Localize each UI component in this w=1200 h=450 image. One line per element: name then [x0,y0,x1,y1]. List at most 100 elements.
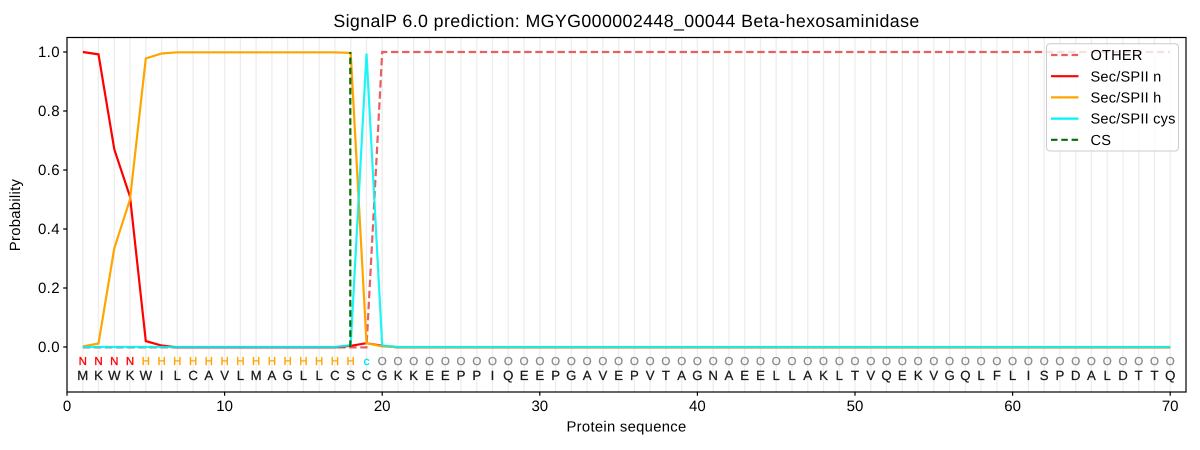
svg-text:N: N [110,356,118,368]
svg-text:O: O [898,356,907,368]
svg-text:O: O [945,356,954,368]
svg-text:H: H [189,356,197,368]
svg-text:P: P [551,368,560,383]
svg-text:S: S [1040,368,1049,383]
svg-text:E: E [535,368,544,383]
svg-text:O: O [756,356,765,368]
svg-text:L: L [977,368,984,383]
svg-text:O: O [535,356,544,368]
svg-text:0.0: 0.0 [38,339,60,356]
svg-text:V: V [220,368,229,383]
svg-text:O: O [1134,356,1143,368]
svg-text:I: I [491,368,495,383]
svg-text:c: c [364,356,370,368]
svg-text:O: O [992,356,1001,368]
svg-text:H: H [236,356,244,368]
svg-text:O: O [1087,356,1096,368]
svg-text:O: O [851,356,860,368]
svg-text:O: O [882,356,891,368]
svg-text:O: O [819,356,828,368]
svg-text:Q: Q [1165,368,1175,383]
svg-text:A: A [204,368,213,383]
svg-text:K: K [914,368,923,383]
svg-text:G: G [944,368,954,383]
svg-text:K: K [394,368,403,383]
svg-text:H: H [173,356,181,368]
svg-text:L: L [300,368,307,383]
svg-text:Q: Q [881,368,891,383]
svg-text:H: H [268,356,276,368]
svg-text:O: O [961,356,970,368]
svg-text:E: E [425,368,434,383]
svg-text:E: E [441,368,450,383]
svg-text:G: G [282,368,292,383]
svg-text:O: O [803,356,812,368]
svg-text:O: O [583,356,592,368]
svg-text:G: G [692,368,702,383]
svg-text:O: O [772,356,781,368]
svg-text:K: K [819,368,828,383]
svg-text:H: H [347,356,355,368]
svg-text:Probability: Probability [8,179,24,252]
svg-text:K: K [409,368,418,383]
svg-text:Protein sequence: Protein sequence [567,420,687,436]
svg-text:L: L [1104,368,1111,383]
svg-text:C: C [330,368,340,383]
svg-text:E: E [614,368,623,383]
svg-text:30: 30 [531,398,548,415]
svg-text:A: A [268,368,277,383]
svg-text:H: H [299,356,307,368]
svg-text:O: O [409,356,418,368]
svg-text:S: S [346,368,355,383]
svg-text:G: G [566,368,576,383]
svg-text:E: E [756,368,765,383]
svg-text:70: 70 [1162,398,1179,415]
svg-text:O: O [866,356,875,368]
svg-text:A: A [583,368,592,383]
svg-text:50: 50 [847,398,864,415]
svg-text:O: O [677,356,686,368]
svg-text:E: E [898,368,907,383]
svg-text:H: H [283,356,291,368]
svg-text:W: W [108,368,121,383]
svg-text:Q: Q [503,368,513,383]
svg-text:O: O [1150,356,1159,368]
svg-text:O: O [1024,356,1033,368]
svg-text:O: O [472,356,481,368]
svg-text:H: H [315,356,323,368]
svg-text:0.4: 0.4 [38,221,60,238]
svg-text:O: O [1055,356,1064,368]
svg-text:N: N [94,356,102,368]
svg-text:I: I [1027,368,1031,383]
svg-text:F: F [993,368,1001,383]
svg-text:M: M [77,368,88,383]
svg-text:W: W [140,368,153,383]
svg-text:V: V [929,368,938,383]
svg-text:O: O [835,356,844,368]
svg-text:1.0: 1.0 [38,44,60,61]
svg-text:H: H [220,356,228,368]
svg-text:N: N [708,368,718,383]
svg-text:Sec/SPII h: Sec/SPII h [1091,91,1162,107]
svg-text:O: O [441,356,450,368]
svg-text:A: A [725,368,734,383]
svg-text:O: O [630,356,639,368]
svg-text:T: T [1135,368,1143,383]
svg-text:60: 60 [1004,398,1021,415]
svg-text:N: N [126,356,134,368]
svg-text:C: C [362,368,372,383]
svg-text:H: H [142,356,150,368]
svg-text:K: K [126,368,135,383]
svg-text:O: O [488,356,497,368]
svg-text:A: A [803,368,812,383]
svg-text:O: O [1166,356,1175,368]
svg-text:O: O [740,356,749,368]
svg-text:P: P [630,368,639,383]
svg-text:O: O [709,356,718,368]
svg-text:0.2: 0.2 [38,280,60,297]
svg-text:O: O [646,356,655,368]
svg-text:O: O [598,356,607,368]
svg-text:SignalP 6.0 prediction: MGYG00: SignalP 6.0 prediction: MGYG000002448_00… [333,11,919,31]
svg-text:H: H [252,356,260,368]
svg-text:I: I [160,368,164,383]
